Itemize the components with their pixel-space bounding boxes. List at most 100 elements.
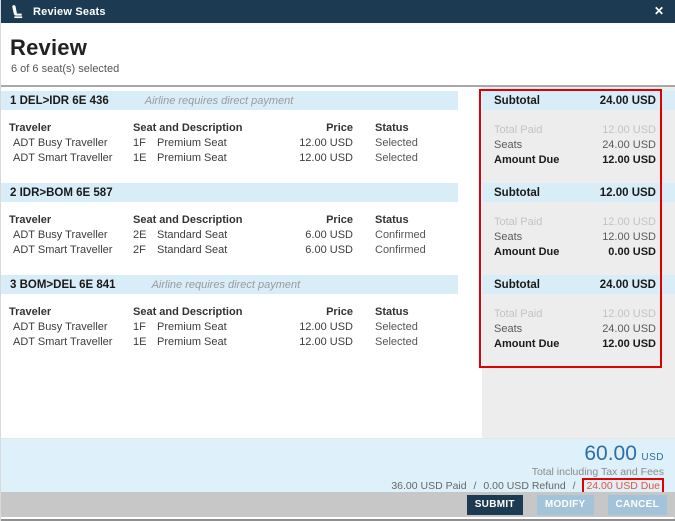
seat-status: Confirmed xyxy=(375,244,426,256)
seats-value: 12.00 USD xyxy=(602,231,656,243)
window-titlebar: Review Seats ✕ xyxy=(1,0,675,23)
refund-amount: 0.00 USD Refund xyxy=(483,480,566,492)
amount-due-label: Amount Due xyxy=(494,246,560,258)
total-paid-value: 12.00 USD xyxy=(602,216,656,228)
separator: / xyxy=(572,480,576,492)
seat-code: 1F xyxy=(133,137,146,149)
airplane-seat-icon xyxy=(10,4,25,19)
subtotal-row: Subtotal 12.00 USD xyxy=(482,183,675,202)
seat-description: Premium Seat xyxy=(157,336,227,348)
subtotal-row: Subtotal 24.00 USD xyxy=(482,275,675,294)
segment-header-2: 2 IDR>BOM 6E 587 xyxy=(1,183,458,202)
table-row: ADT Smart Traveller 2F Standard Seat 6.0… xyxy=(1,244,482,256)
col-status: Status xyxy=(375,214,409,226)
amount-due-label: Amount Due xyxy=(494,338,560,350)
amount-due-row: Amount Due 0.00 USD xyxy=(494,245,656,259)
segment-section-1: 1 DEL>IDR 6E 436 Airline requires direct… xyxy=(1,91,482,183)
total-paid-label: Total Paid xyxy=(494,216,543,228)
seat-code: 1E xyxy=(133,152,147,164)
seat-code: 1E xyxy=(133,336,147,348)
seats-value: 24.00 USD xyxy=(602,139,656,151)
cancel-button[interactable]: CANCEL xyxy=(607,494,667,515)
table-row: ADT Smart Traveller 1E Premium Seat 12.0… xyxy=(1,336,482,348)
col-traveler: Traveler xyxy=(9,306,52,318)
subtotal-value: 24.00 USD xyxy=(599,94,656,107)
col-price: Price xyxy=(326,306,353,318)
col-price: Price xyxy=(326,122,353,134)
col-traveler: Traveler xyxy=(9,214,52,226)
seat-status: Selected xyxy=(375,137,418,149)
seat-status: Confirmed xyxy=(375,229,426,241)
segment-header-1: 1 DEL>IDR 6E 436 Airline requires direct… xyxy=(1,91,458,110)
summary-section-2: Subtotal 12.00 USD Total Paid 12.00 USD … xyxy=(482,183,675,275)
amount-due-row: Amount Due 12.00 USD xyxy=(494,337,656,351)
table-row: ADT Smart Traveller 1E Premium Seat 12.0… xyxy=(1,152,482,164)
table-header-row: Traveler Seat and Description Price Stat… xyxy=(1,214,482,226)
direct-payment-note: Airline requires direct payment xyxy=(144,94,294,107)
grand-total-amount: 60.00 xyxy=(584,442,637,465)
seat-code: 1F xyxy=(133,321,146,333)
amount-due-value: 12.00 USD xyxy=(602,154,656,166)
seat-price: 6.00 USD xyxy=(305,244,353,256)
total-paid-row: Total Paid 12.00 USD xyxy=(494,215,656,229)
amount-due-label: Amount Due xyxy=(494,154,560,166)
amount-due-row: Amount Due 12.00 USD xyxy=(494,153,656,167)
col-status: Status xyxy=(375,122,409,134)
seat-price: 12.00 USD xyxy=(299,137,353,149)
amount-due-value: 0.00 USD xyxy=(608,246,656,258)
total-paid-row: Total Paid 12.00 USD xyxy=(494,123,656,137)
header-divider xyxy=(1,85,675,87)
separator: / xyxy=(473,480,477,492)
amount-due-value: 12.00 USD xyxy=(602,338,656,350)
seat-code: 2F xyxy=(133,244,146,256)
col-traveler: Traveler xyxy=(9,122,52,134)
col-seat-desc: Seat and Description xyxy=(133,306,243,318)
grand-total: 60.00 USD xyxy=(1,442,664,466)
total-paid-row: Total Paid 12.00 USD xyxy=(494,307,656,321)
col-seat-desc: Seat and Description xyxy=(133,214,243,226)
page-header: Review 6 of 6 seat(s) selected xyxy=(1,23,675,87)
traveler-name: ADT Busy Traveller xyxy=(13,229,108,241)
seat-description: Standard Seat xyxy=(157,244,228,256)
traveler-name: ADT Busy Traveller xyxy=(13,321,108,333)
traveler-name: ADT Smart Traveller xyxy=(13,336,113,348)
seat-description: Premium Seat xyxy=(157,321,227,333)
seats-label: Seats xyxy=(494,323,523,335)
flight-label: 2 IDR>BOM 6E 587 xyxy=(10,186,113,199)
subtotal-row: Subtotal 24.00 USD xyxy=(482,91,675,110)
flight-label: 1 DEL>IDR 6E 436 xyxy=(10,94,109,107)
table-header-row: Traveler Seat and Description Price Stat… xyxy=(1,306,482,318)
seats-row: Seats 24.00 USD xyxy=(494,322,656,336)
traveler-name: ADT Smart Traveller xyxy=(13,152,113,164)
total-paid-label: Total Paid xyxy=(494,124,543,136)
table-row: ADT Busy Traveller 1F Premium Seat 12.00… xyxy=(1,321,482,333)
col-status: Status xyxy=(375,306,409,318)
subtotal-value: 12.00 USD xyxy=(599,186,656,199)
total-paid-label: Total Paid xyxy=(494,308,543,320)
paid-amount: 36.00 USD Paid xyxy=(391,480,467,492)
window-title: Review Seats xyxy=(33,5,106,18)
seats-row: Seats 12.00 USD xyxy=(494,230,656,244)
due-amount annotation-box-due: 24.00 USD Due xyxy=(582,478,664,495)
subtotal-value: 24.00 USD xyxy=(599,278,656,291)
seat-price: 6.00 USD xyxy=(305,229,353,241)
close-icon[interactable]: ✕ xyxy=(653,4,664,18)
seats-row: Seats 24.00 USD xyxy=(494,138,656,152)
modify-button[interactable]: MODIFY xyxy=(536,494,594,515)
submit-button[interactable]: SUBMIT xyxy=(466,494,523,515)
table-row: ADT Busy Traveller 2E Standard Seat 6.00… xyxy=(1,229,482,241)
totals-caption: Total including Tax and Fees xyxy=(531,466,664,478)
seats-label: Seats xyxy=(494,139,523,151)
seat-description: Standard Seat xyxy=(157,229,228,241)
total-paid-value: 12.00 USD xyxy=(602,124,656,136)
seats-selected-count: 6 of 6 seat(s) selected xyxy=(11,63,120,75)
totals-strip: 60.00 USD Total including Tax and Fees 3… xyxy=(1,438,675,495)
subtotal-label: Subtotal xyxy=(494,94,540,107)
flight-label: 3 BOM>DEL 6E 841 xyxy=(10,278,116,291)
seats-value: 24.00 USD xyxy=(602,323,656,335)
traveler-name: ADT Smart Traveller xyxy=(13,244,113,256)
traveler-name: ADT Busy Traveller xyxy=(13,137,108,149)
review-content: 1 DEL>IDR 6E 436 Airline requires direct… xyxy=(1,87,675,438)
seat-price: 12.00 USD xyxy=(299,336,353,348)
summary-column: Subtotal 24.00 USD Total Paid 12.00 USD … xyxy=(482,87,675,438)
